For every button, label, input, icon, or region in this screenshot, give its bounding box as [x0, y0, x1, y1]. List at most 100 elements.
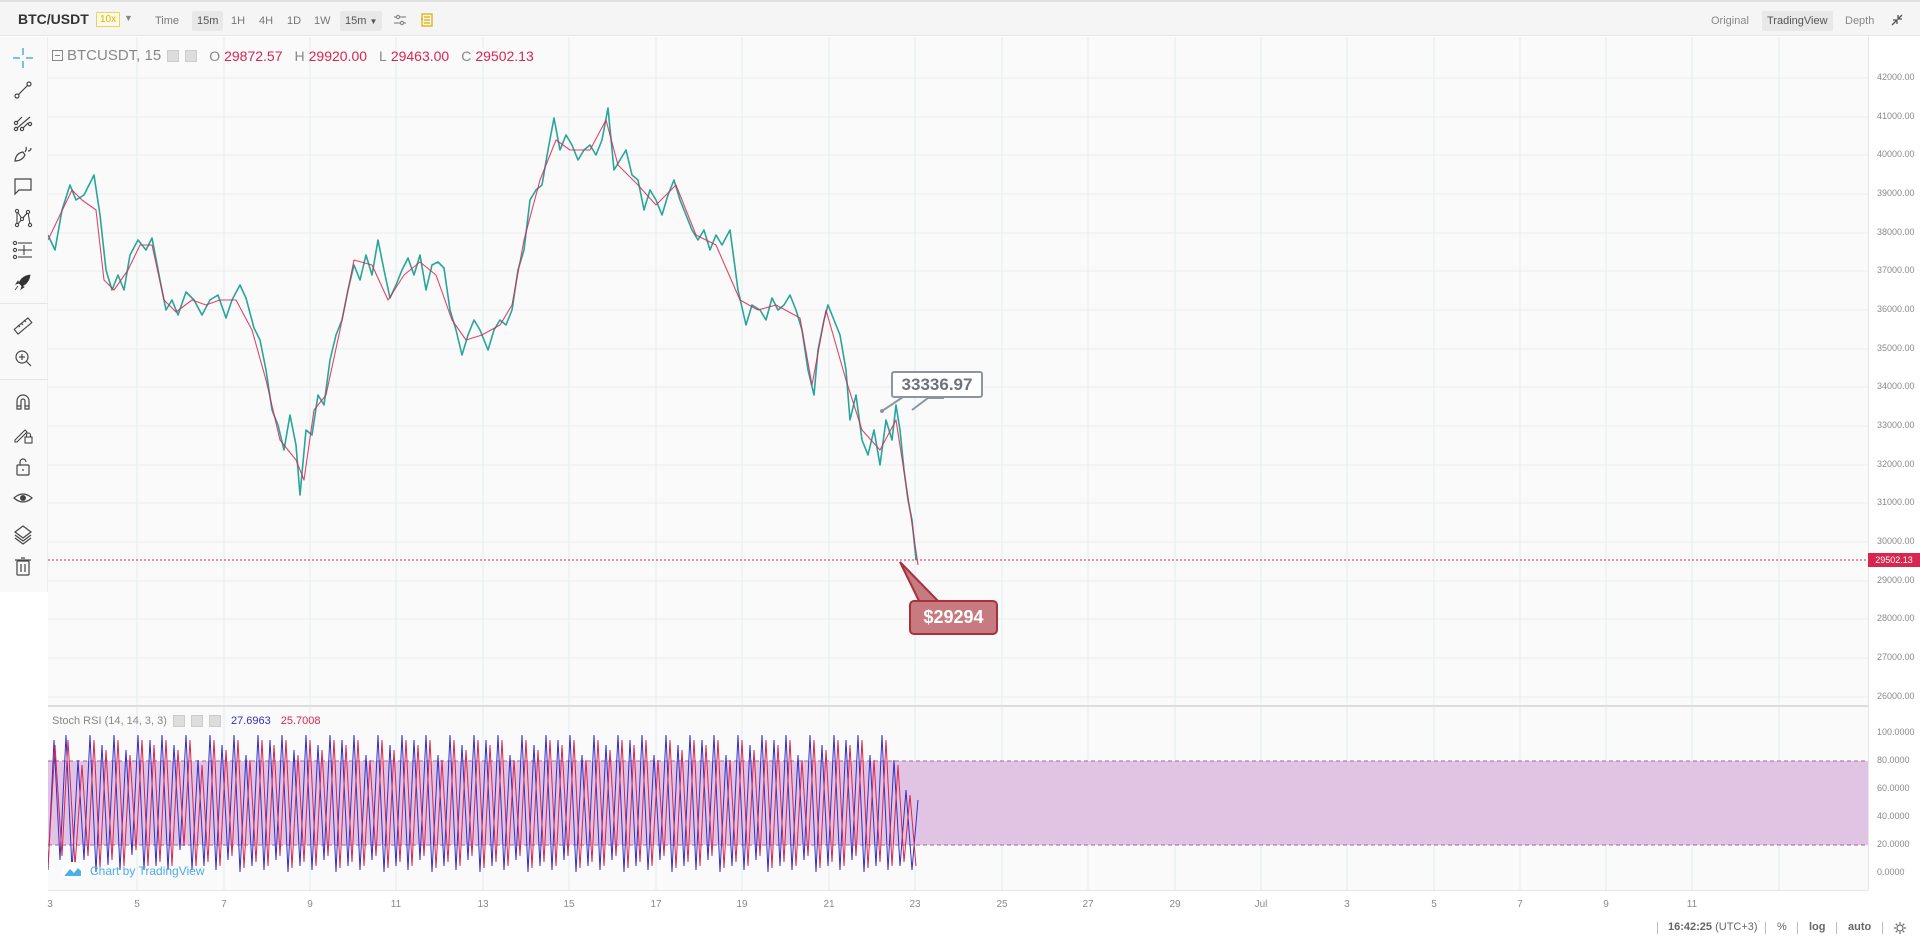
ruler-icon[interactable] — [10, 313, 36, 339]
price-tick: 41000.00 — [1877, 111, 1915, 121]
zoom-in-icon[interactable] — [10, 345, 36, 371]
chart-canvas[interactable]: BTCUSDT, 15 O 29872.57 H 29920.00 L 29463.0… — [48, 37, 1868, 890]
time-tick: 3 — [1344, 899, 1350, 910]
time-tick: 15 — [563, 899, 575, 910]
unlock-icon[interactable] — [10, 453, 36, 479]
candlestick-series — [48, 107, 919, 566]
notes-icon[interactable] — [418, 11, 436, 29]
time-tick: 5 — [1431, 899, 1437, 910]
status-divider — [1882, 922, 1883, 934]
stoch-rsi-title: Stoch RSI (14, 14, 3, 3) — [52, 715, 167, 727]
tab-1h[interactable]: 1H — [231, 15, 246, 27]
status-divider — [1765, 922, 1766, 934]
rocket-icon[interactable] — [10, 269, 36, 295]
settings-gear-icon[interactable] — [190, 715, 203, 727]
stoch-tick: 20.0000 — [1877, 839, 1910, 849]
open-value: 29872.57 — [224, 47, 283, 64]
low-price-callout[interactable]: $29294 — [909, 600, 998, 635]
price-tick: 38000.00 — [1877, 227, 1915, 237]
high-value: 29920.00 — [308, 47, 368, 64]
tab-1d[interactable]: 1D — [287, 15, 302, 27]
settings-gear-icon[interactable] — [1893, 921, 1907, 938]
magnet-icon[interactable] — [10, 389, 36, 415]
price-tick: 27000.00 — [1877, 652, 1915, 662]
eye-icon[interactable] — [10, 485, 36, 511]
trend-line-icon[interactable] — [10, 77, 36, 103]
toolbar-divider — [0, 303, 48, 304]
clock[interactable]: 16:42:25 (UTC+3) — [1668, 921, 1758, 933]
time-tick: 17 — [650, 899, 662, 910]
leverage-badge[interactable]: 10x — [96, 12, 121, 27]
time-tick: 9 — [307, 899, 313, 910]
price-tick: 29000.00 — [1877, 575, 1915, 585]
crosshair-icon[interactable] — [10, 45, 36, 71]
indicator-settings-icon[interactable] — [391, 11, 409, 29]
settings-gear-icon[interactable] — [185, 49, 198, 62]
tab-1w[interactable]: 1W — [314, 15, 331, 27]
low-label: L — [379, 47, 387, 64]
symbol-title[interactable]: BTC/USDT — [18, 11, 89, 27]
high-label: H — [294, 47, 305, 64]
clock-timezone: (UTC+3) — [1715, 921, 1758, 933]
price-tick: 33000.00 — [1877, 420, 1915, 430]
trash-icon[interactable] — [10, 553, 36, 579]
price-tick: 26000.00 — [1877, 691, 1915, 701]
leverage-caret-icon[interactable]: ▼ — [124, 13, 133, 23]
time-tick: 11 — [390, 899, 402, 910]
collapse-icon[interactable] — [1888, 11, 1906, 29]
status-divider — [1657, 922, 1658, 934]
pitchfork-icon[interactable] — [10, 109, 36, 135]
tradingview-watermark[interactable]: Chart by TradingView — [62, 862, 205, 880]
brush-icon[interactable] — [10, 141, 36, 167]
tab-tradingview[interactable]: TradingView — [1762, 11, 1833, 31]
price-tick: 36000.00 — [1877, 304, 1915, 314]
close-icon[interactable] — [208, 715, 221, 727]
lock-drawings-icon[interactable] — [10, 421, 36, 447]
tab-depth[interactable]: Depth — [1845, 15, 1875, 27]
time-tick: 23 — [909, 899, 921, 910]
stoch-tick: 0.0000 — [1877, 867, 1905, 877]
stoch-rsi-legend: Stoch RSI (14, 14, 3, 3) 27.6963 25.7008 — [52, 715, 320, 727]
visibility-toggle-icon[interactable] — [167, 49, 180, 62]
price-tick: 31000.00 — [1877, 497, 1915, 507]
status-divider — [1797, 922, 1798, 934]
stoch-tick: 40.0000 — [1877, 811, 1910, 821]
current-price-tag: 29502.13 — [1868, 553, 1920, 567]
open-label: O — [209, 47, 221, 64]
top-toolbar: BTC/USDT 10x ▼ Time 15m 1H 4H 1D 1W 15m … — [0, 0, 1920, 36]
price-axis[interactable]: 42000.00 41000.00 40000.00 39000.00 3800… — [1868, 37, 1920, 890]
time-tick: 25 — [996, 899, 1008, 910]
interval-dropdown[interactable]: 15m ▼ — [340, 11, 383, 31]
time-tick: Jul — [1254, 899, 1268, 910]
time-tick: 3 — [47, 899, 53, 910]
tab-15m[interactable]: 15m — [192, 11, 224, 31]
ticker-label: BTCUSDT, 15 — [67, 47, 162, 64]
time-tick: 11 — [1686, 899, 1698, 910]
tab-4h[interactable]: 4H — [259, 15, 274, 27]
percent-toggle[interactable]: % — [1777, 921, 1787, 933]
text-comment-icon[interactable] — [10, 173, 36, 199]
prediction-measure-icon[interactable] — [10, 237, 36, 263]
time-tick: 13 — [477, 899, 489, 910]
tab-original[interactable]: Original — [1711, 15, 1749, 27]
time-tick: 21 — [823, 899, 835, 910]
collapse-pane-icon[interactable] — [52, 50, 63, 61]
status-bar: 16:42:25 (UTC+3) % log auto — [0, 918, 1920, 938]
pattern-icon[interactable] — [10, 205, 36, 231]
price-tick: 42000.00 — [1877, 72, 1915, 82]
visibility-toggle-icon[interactable] — [172, 715, 185, 727]
stoch-tick: 100.0000 — [1877, 727, 1915, 737]
time-tick: 7 — [221, 899, 227, 910]
time-tick: 27 — [1082, 899, 1094, 910]
interval-value: 15m — [345, 15, 367, 27]
layers-icon[interactable] — [10, 521, 36, 547]
log-toggle[interactable]: log — [1809, 921, 1826, 933]
time-axis[interactable]: 3 5 7 9 11 13 15 17 19 21 23 25 27 29 Ju… — [47, 890, 1868, 920]
price-tick: 30000.00 — [1877, 536, 1915, 546]
time-tick: 5 — [134, 899, 140, 910]
close-value: 29502.13 — [475, 47, 534, 64]
high-price-callout[interactable]: 33336.97 — [891, 371, 983, 398]
price-tick: 35000.00 — [1877, 343, 1915, 353]
tab-time[interactable]: Time — [155, 15, 180, 27]
auto-toggle[interactable]: auto — [1848, 921, 1872, 933]
